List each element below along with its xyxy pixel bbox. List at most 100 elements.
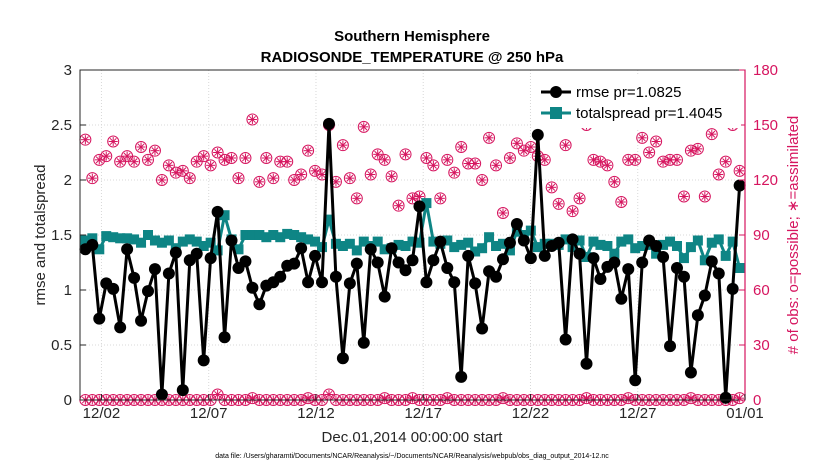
obs-point <box>559 139 572 152</box>
obs-point <box>378 153 391 166</box>
totalspread-point <box>351 245 362 256</box>
rmse-point <box>566 233 579 246</box>
obs-star-stroke <box>227 154 236 162</box>
rmse-point <box>587 252 600 265</box>
obs-point <box>239 152 252 164</box>
rmse-point <box>169 246 182 259</box>
rmse-point <box>218 331 231 344</box>
obs-circle-marker <box>496 207 509 219</box>
rmse-point <box>698 289 711 302</box>
obs-star-stroke <box>144 156 152 164</box>
obs-circle-marker <box>441 153 454 166</box>
obs-point-low <box>322 388 335 401</box>
rmse-point <box>670 262 683 274</box>
y-axis-label-right: # of obs: o=possible; ∗=assimilated <box>785 116 802 355</box>
rmse-point <box>371 256 384 269</box>
obs-point <box>712 168 725 181</box>
obs-point <box>476 174 489 186</box>
obs-star-stroke <box>722 158 730 166</box>
obs-point <box>698 190 711 203</box>
rmse-point <box>476 322 489 335</box>
obs-star-stroke <box>471 159 479 168</box>
totalspread-point <box>205 237 216 248</box>
obs-star-stroke <box>603 161 611 169</box>
rmse-point <box>274 270 287 283</box>
obs-star-stroke <box>596 158 604 166</box>
obs-point <box>566 205 579 218</box>
rmse-point <box>427 254 440 267</box>
obs-point <box>100 150 113 163</box>
rmse-point <box>343 277 356 290</box>
obs-star-stroke <box>736 167 744 175</box>
obs-circle-marker <box>490 159 503 172</box>
obs-circle-marker <box>93 153 106 166</box>
obs-star-stroke <box>123 152 131 160</box>
obs-point-low <box>378 392 391 405</box>
rmse-point <box>107 282 120 295</box>
obs-point <box>733 164 746 177</box>
obs-circle-marker <box>677 190 690 203</box>
legend-box <box>531 76 741 128</box>
obs-circle-marker <box>434 192 447 205</box>
obs-star-stroke <box>381 156 389 164</box>
totalspread-point <box>484 232 495 243</box>
obs-star-stroke <box>701 192 709 201</box>
totalspread-point <box>149 235 160 246</box>
obs-circle-marker <box>100 150 113 163</box>
totalspread-point <box>588 236 599 247</box>
rmse-point <box>309 249 322 262</box>
obs-point <box>483 131 496 144</box>
totalspread-point <box>727 236 738 247</box>
obs-point <box>169 166 182 179</box>
rmse-point <box>455 370 468 383</box>
obs-star-stroke <box>513 139 521 147</box>
obs-circle-marker <box>183 172 196 185</box>
rmse-point <box>204 252 217 265</box>
obs-point <box>434 192 447 205</box>
rmse-point <box>225 234 238 247</box>
obs-point <box>705 128 718 141</box>
totalspread-point <box>344 238 355 249</box>
obs-point <box>197 150 210 163</box>
totalspread-point <box>623 234 634 245</box>
obs-star-stroke <box>402 150 410 158</box>
obs-circle-marker <box>267 172 280 185</box>
obs-point <box>288 174 301 186</box>
obs-star-stroke <box>151 147 159 155</box>
obs-star-stroke <box>102 152 110 160</box>
totalspread-point <box>372 236 383 247</box>
obs-star-stroke <box>207 161 215 169</box>
x-tick-label: 01/01 <box>726 405 764 422</box>
obs-star-stroke <box>332 178 340 186</box>
totalspread-point <box>163 235 174 246</box>
y-axis-label-left: rmse and totalspread <box>32 165 49 306</box>
totalspread-point <box>532 242 543 253</box>
obs-point <box>329 175 342 188</box>
rmse-point <box>462 249 475 262</box>
obs-count-series <box>79 113 746 406</box>
obs-star-stroke <box>694 145 702 153</box>
obs-point <box>469 157 482 170</box>
obs-star-stroke <box>374 150 382 158</box>
totalspread-point <box>630 243 641 254</box>
obs-star-stroke <box>687 147 695 155</box>
totalspread-point <box>720 250 731 261</box>
totalspread-point <box>497 238 508 249</box>
y-tick-label-right: 0 <box>753 392 761 409</box>
rmse-point <box>719 391 732 404</box>
obs-circle-marker <box>601 159 614 172</box>
rmse-point <box>302 276 315 289</box>
totalspread-point <box>115 233 126 244</box>
obs-point <box>601 159 614 172</box>
obs-star-stroke <box>109 137 117 146</box>
rmse-point <box>559 333 572 346</box>
obs-star-stroke <box>659 158 667 166</box>
totalspread-point <box>330 238 341 249</box>
rmse-point <box>135 314 148 327</box>
rmse-point <box>517 234 530 247</box>
obs-point <box>343 172 356 185</box>
obs-circle-marker <box>552 197 565 210</box>
y-tick-label-left: 0 <box>64 392 72 409</box>
totalspread-point <box>191 236 202 247</box>
